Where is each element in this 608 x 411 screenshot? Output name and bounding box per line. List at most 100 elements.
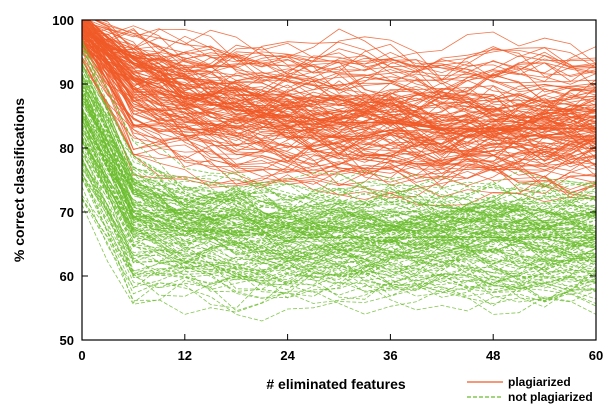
trajectory-line — [82, 104, 596, 237]
trajectory-line — [82, 92, 596, 239]
trajectory-line — [82, 41, 596, 129]
trajectory-line — [82, 88, 596, 233]
trajectory-line — [82, 52, 596, 213]
trajectory-line — [82, 43, 596, 172]
trajectory-line — [82, 91, 596, 228]
trajectory-line — [82, 25, 596, 158]
trajectory-line — [82, 118, 596, 249]
trajectory-line — [82, 40, 596, 174]
trajectory-line — [82, 131, 596, 280]
trajectory-line — [82, 128, 596, 279]
plot-lines — [82, 20, 596, 322]
trajectory-line — [82, 44, 596, 214]
plot-frame — [81, 19, 597, 341]
trajectory-line — [82, 25, 596, 99]
trajectory-line — [82, 48, 596, 204]
y-tick-label: 70 — [60, 205, 74, 220]
trajectory-line — [82, 141, 596, 271]
trajectory-line — [82, 44, 596, 138]
trajectory-line — [82, 61, 596, 220]
trajectory-line — [86, 20, 596, 96]
trajectory-line — [82, 98, 596, 251]
trajectory-line — [82, 136, 596, 275]
trajectory-line — [82, 137, 596, 273]
trajectory-line — [82, 166, 596, 303]
trajectory-line — [82, 22, 596, 100]
trajectory-line — [82, 153, 596, 291]
trajectory-line — [82, 23, 596, 155]
trajectory-line — [82, 177, 596, 297]
trajectory-line — [82, 141, 596, 262]
trajectory-line — [82, 158, 596, 304]
trajectory-line — [82, 37, 596, 140]
trajectory-line — [82, 109, 596, 236]
trajectory-line — [82, 106, 596, 242]
series-mean-line — [82, 115, 596, 239]
trajectory-line — [82, 25, 596, 74]
trajectory-line — [82, 155, 596, 279]
trajectory-line — [82, 172, 596, 309]
trajectory-line — [85, 20, 596, 112]
y-tick-label: 50 — [60, 333, 74, 348]
trajectory-line — [82, 78, 596, 238]
trajectory-line — [82, 198, 596, 302]
trajectory-line — [82, 88, 596, 230]
trajectory-line — [82, 85, 596, 243]
trajectory-line — [82, 123, 596, 242]
trajectory-line — [82, 148, 596, 290]
trajectory-line — [82, 87, 596, 242]
trajectory-line — [85, 20, 596, 143]
legend: plagiarized not plagiarized — [467, 375, 593, 404]
trajectory-line — [82, 141, 596, 279]
trajectory-line — [82, 110, 596, 259]
trajectory-line — [86, 20, 596, 125]
trajectory-line — [82, 76, 596, 233]
trajectory-line — [82, 163, 596, 291]
trajectory-line — [82, 132, 596, 267]
trajectory-line — [82, 41, 596, 140]
trajectory-line — [82, 85, 596, 232]
trajectory-line — [82, 20, 596, 165]
y-tick-label: 80 — [60, 141, 74, 156]
trajectory-line — [82, 199, 596, 312]
trajectory-line — [82, 162, 596, 286]
trajectory-line — [82, 26, 596, 65]
trajectory-line — [86, 20, 596, 109]
series-plagiarized — [82, 20, 596, 207]
trajectory-line — [82, 136, 596, 265]
x-tick-label: 12 — [178, 348, 192, 363]
trajectory-line — [82, 20, 596, 157]
trajectory-line — [82, 23, 596, 100]
trajectory-line — [82, 35, 596, 82]
trajectory-line — [82, 91, 596, 222]
trajectory-line — [82, 171, 596, 302]
trajectory-line — [82, 20, 596, 161]
trajectory-line — [82, 101, 596, 246]
legend-label-not-plagiarized: not plagiarized — [508, 390, 593, 404]
trajectory-line — [82, 157, 596, 300]
trajectory-line — [82, 38, 596, 89]
trajectory-line — [82, 30, 596, 121]
trajectory-line — [82, 47, 596, 174]
trajectory-line — [82, 42, 596, 118]
trajectory-line — [82, 45, 596, 173]
trajectory-line — [82, 186, 596, 299]
trajectory-line — [82, 177, 596, 297]
trajectory-line — [82, 66, 596, 205]
trajectory-line — [82, 78, 596, 228]
trajectory-line — [82, 138, 596, 270]
trajectory-line — [82, 35, 596, 186]
trajectory-line — [82, 120, 596, 245]
series-mean-line — [82, 25, 596, 130]
trajectory-line — [82, 82, 596, 209]
trajectory-line — [82, 41, 596, 211]
x-tick-label: 0 — [78, 348, 85, 363]
trajectory-line — [82, 40, 596, 133]
trajectory-line — [82, 150, 596, 285]
trajectory-line — [82, 93, 596, 250]
trajectory-line — [82, 41, 596, 139]
trajectory-line — [82, 85, 596, 245]
y-tick-label: 60 — [60, 269, 74, 284]
trajectory-line — [82, 75, 596, 220]
